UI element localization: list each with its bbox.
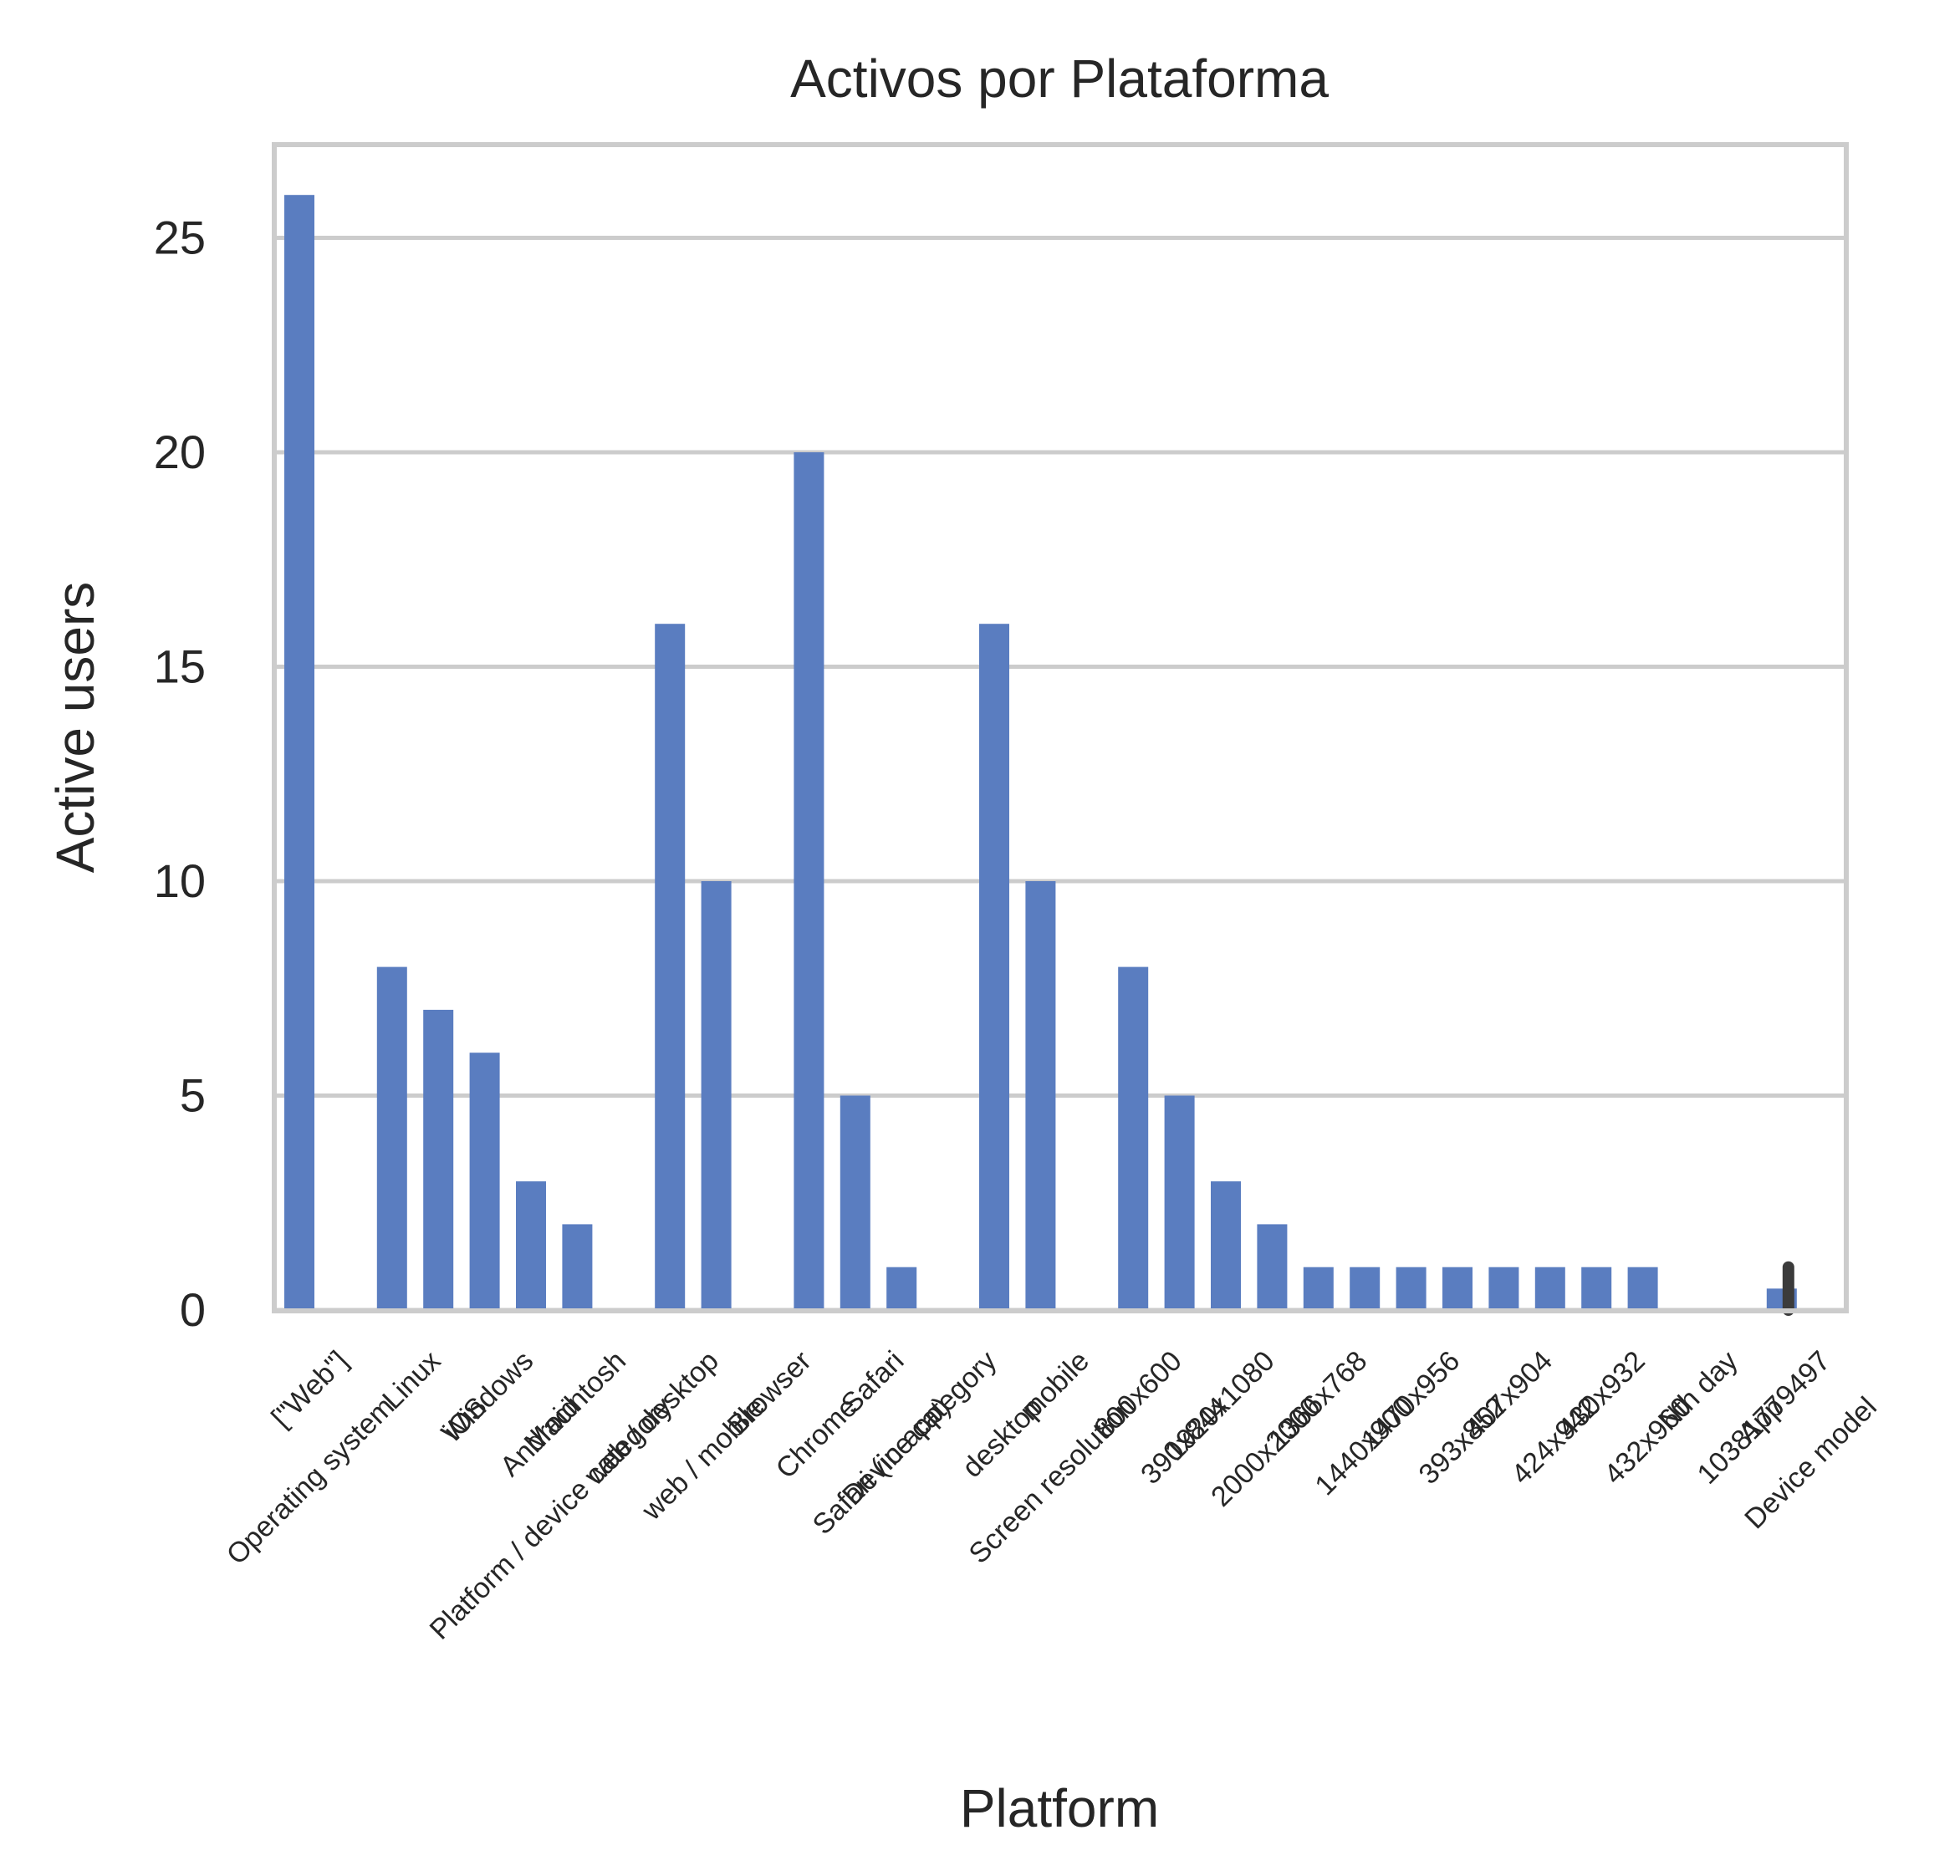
bars (284, 195, 1797, 1311)
bar (1396, 1267, 1427, 1310)
plot-frame (272, 142, 1849, 1313)
bar (655, 624, 686, 1310)
bar (1164, 1095, 1195, 1310)
bar (1025, 881, 1056, 1310)
x-tick-label: Nth day (1652, 1345, 1744, 1437)
bar (1534, 1267, 1565, 1310)
bar (1488, 1267, 1519, 1310)
bar (1257, 1224, 1288, 1310)
bar (979, 624, 1009, 1310)
bar (1627, 1267, 1658, 1310)
x-tick-label: Device category (836, 1345, 1003, 1512)
x-tick-label: ["Web"] (265, 1345, 354, 1434)
bar (1211, 1181, 1241, 1310)
bar (1581, 1267, 1612, 1310)
bar (423, 1009, 454, 1310)
x-axis-label: Platform (960, 1778, 1159, 1838)
x-tick-label: mobile (1013, 1345, 1095, 1427)
bar (840, 1095, 870, 1310)
bar (701, 881, 732, 1310)
bar (284, 195, 314, 1311)
x-tick-labels: ["Web"]Operating systemLinuxiOSWindowsAn… (221, 1345, 1883, 1646)
bar (1442, 1267, 1473, 1310)
bar (794, 452, 824, 1310)
y-tick-label: 25 (154, 212, 206, 264)
bar (469, 1053, 500, 1310)
bar (562, 1224, 593, 1310)
y-tick-label: 15 (154, 640, 206, 693)
y-axis-label: Active users (45, 582, 105, 874)
bar (1350, 1267, 1381, 1310)
y-tick-label: 5 (180, 1069, 206, 1122)
x-tick-label: Safari (835, 1345, 911, 1420)
gridlines (274, 236, 1846, 1313)
bar (1118, 966, 1149, 1310)
bar (886, 1267, 917, 1310)
y-tick-label: 10 (154, 854, 206, 907)
bar (1303, 1267, 1334, 1310)
x-tick-label: Browser (722, 1345, 818, 1441)
y-tick-label: 0 (180, 1283, 206, 1336)
bar (376, 966, 407, 1310)
chart-title: Activos por Plataforma (790, 48, 1329, 109)
bar (516, 1181, 546, 1310)
y-tick-labels: 0 5 10 15 20 25 (154, 212, 206, 1337)
y-tick-label: 20 (154, 426, 206, 478)
x-tick-label: Operating system (221, 1391, 401, 1571)
